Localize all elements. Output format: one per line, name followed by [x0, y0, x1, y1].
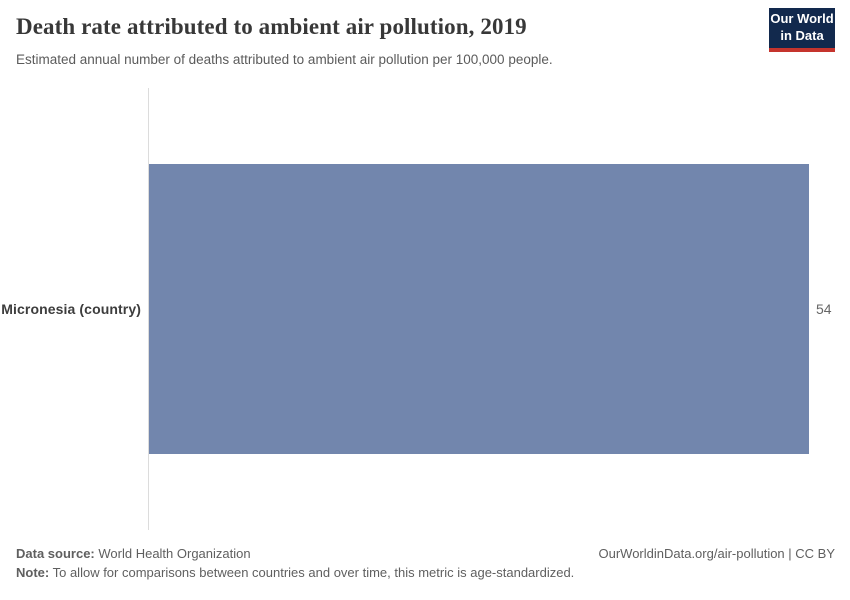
chart-subtitle: Estimated annual number of deaths attrib… — [16, 52, 553, 67]
data-source-line: Data source: World Health Organization — [16, 546, 251, 561]
note-label: Note: — [16, 565, 50, 580]
owid-logo-line2: in Data — [780, 28, 824, 43]
bar-micronesia[interactable] — [149, 164, 809, 454]
bar-label-micronesia: Micronesia (country) — [1, 301, 141, 317]
data-source-value: World Health Organization — [98, 546, 251, 561]
note-line: Note: To allow for comparisons between c… — [16, 565, 835, 580]
chart-footer: Data source: World Health Organization O… — [16, 546, 835, 580]
attribution-link[interactable]: OurWorldinData.org/air-pollution | CC BY — [598, 546, 835, 561]
bar-chart: Micronesia (country) 54 — [0, 88, 850, 530]
owid-logo-line1: Our World — [770, 11, 834, 27]
bar-value: 54 — [816, 301, 832, 317]
data-source-label: Data source: — [16, 546, 95, 561]
y-axis-line — [148, 88, 149, 530]
owid-logo[interactable]: Our World in Data — [769, 8, 835, 52]
bar-row: 54 — [149, 164, 850, 454]
note-value: To allow for comparisons between countri… — [52, 565, 575, 580]
page-title: Death rate attributed to ambient air pol… — [16, 14, 527, 39]
